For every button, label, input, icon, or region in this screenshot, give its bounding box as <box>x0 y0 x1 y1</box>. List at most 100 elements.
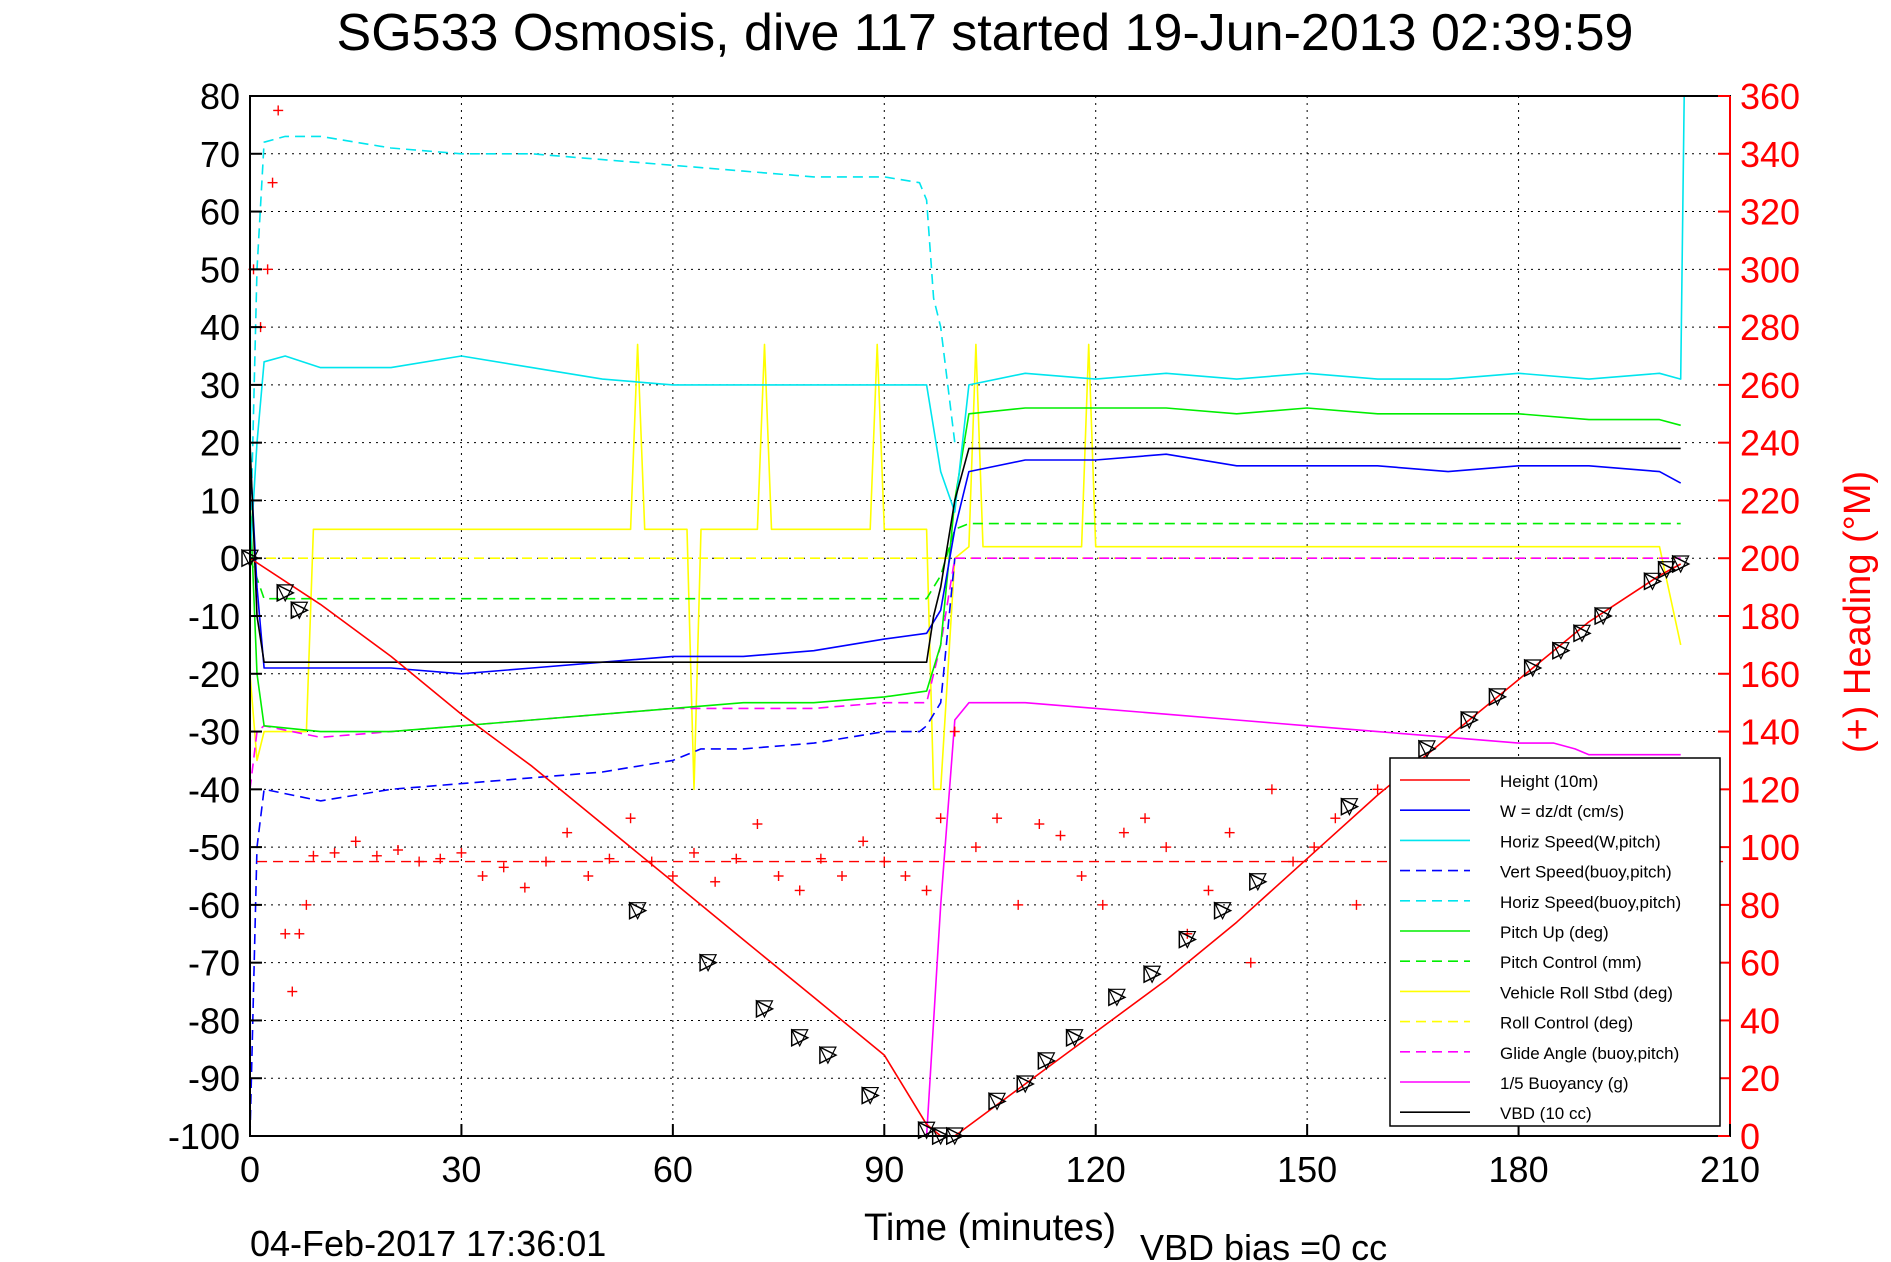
heading-point <box>731 853 742 864</box>
heading-point <box>562 827 573 838</box>
x-tick-label: 30 <box>441 1149 481 1190</box>
legend-label: Roll Control (deg) <box>1500 1014 1633 1033</box>
height-marker <box>1573 624 1592 643</box>
x-tick-label: 60 <box>653 1149 693 1190</box>
height-marker-triangle-down <box>790 1029 809 1048</box>
heading-point <box>1076 871 1087 881</box>
heading-point <box>1288 856 1299 867</box>
height-marker-triangle-right <box>819 1045 838 1065</box>
heading-point <box>900 871 911 881</box>
height-marker-triangle-down <box>1178 930 1197 949</box>
series-line-11 <box>925 701 1681 1137</box>
height-marker-triangle-down <box>1213 902 1232 921</box>
y-tick-label: 40 <box>200 307 240 348</box>
y-tick-label: 50 <box>200 249 240 290</box>
y2-tick-label: 80 <box>1740 885 1780 926</box>
height-marker-triangle-down <box>861 1086 880 1105</box>
y-tick-label: -90 <box>188 1058 240 1099</box>
y2-tick-label: 160 <box>1740 654 1800 695</box>
y2-tick-label: 140 <box>1740 712 1800 753</box>
heading-point <box>773 871 784 881</box>
y2-axis-ticks: 3603403203002802602402202001801601401201… <box>1718 76 1800 1157</box>
height-marker <box>917 1121 937 1140</box>
heading-point <box>625 813 636 824</box>
y-tick-label: -70 <box>188 943 240 984</box>
y-tick-label: 80 <box>200 76 240 117</box>
y-tick-label: -50 <box>188 827 240 868</box>
y2-tick-label: 260 <box>1740 365 1800 406</box>
height-marker-triangle-down <box>1643 572 1662 591</box>
legend: Height (10m) W = dz/dt (cm/s) Horiz Speed(… <box>1389 757 1721 1127</box>
x-axis-ticks: 0 30 60 90 120 150 180 210 <box>240 1124 1760 1190</box>
y2-tick-label: 0 <box>1740 1116 1760 1157</box>
legend-label: Pitch Control (mm) <box>1500 953 1642 972</box>
y2-tick-label: 120 <box>1740 769 1800 810</box>
height-marker-triangle-down <box>1340 798 1359 817</box>
height-marker-triangle-down <box>755 1000 774 1019</box>
legend-label: Vert Speed(buoy,pitch) <box>1500 863 1672 882</box>
heading-point <box>498 862 509 873</box>
y-tick-label: 60 <box>200 192 240 233</box>
height-marker <box>988 1092 1007 1111</box>
height-marker <box>1417 739 1437 759</box>
legend-label: Pitch Up (deg) <box>1500 923 1609 942</box>
height-marker-triangle-down <box>1551 642 1570 661</box>
legend-label: Horiz Speed(buoy,pitch) <box>1500 893 1681 912</box>
heading-point <box>435 853 446 864</box>
series-line-7 <box>249 522 1681 600</box>
x-tick-label: 120 <box>1066 1149 1126 1190</box>
legend-label: VBD (10 cc) <box>1500 1104 1592 1123</box>
height-marker-triangle-down <box>1488 688 1507 707</box>
heading-point <box>583 871 594 881</box>
height-marker <box>818 1045 838 1065</box>
series-line-3 <box>249 95 1685 559</box>
legend-label: Height (10m) <box>1500 772 1598 791</box>
height-marker-triangle-right <box>276 583 295 603</box>
heading-point <box>1055 830 1066 841</box>
height-marker-triangle-down <box>290 601 309 620</box>
y-tick-label: -80 <box>188 1000 240 1041</box>
height-marker <box>1248 872 1268 892</box>
legend-label: W = dz/dt (cm/s) <box>1500 802 1624 821</box>
height-marker <box>755 999 775 1019</box>
height-marker-triangle-down <box>1657 561 1676 580</box>
heading-point <box>456 847 467 858</box>
y2-axis-label: (+) Heading (°M) <box>1837 471 1879 753</box>
height-marker <box>1594 606 1613 626</box>
height-marker <box>1657 560 1677 580</box>
heading-point <box>301 899 312 910</box>
y2-tick-label: 20 <box>1740 1058 1780 1099</box>
y-axis-ticks: 80 70 60 50 40 30 20 10 0 -10 -20 -30 -40 -50 -60 -70 -8… <box>168 76 262 1157</box>
height-marker-triangle-right <box>1643 572 1663 591</box>
heading-point <box>519 882 530 893</box>
height-marker-triangle-down <box>628 902 647 921</box>
height-marker-triangle-down <box>276 584 295 603</box>
heading-point <box>1034 819 1045 829</box>
heading-point <box>1118 827 1129 838</box>
heading-point <box>1330 813 1341 824</box>
height-marker-triangle-down <box>1016 1075 1035 1094</box>
y2-tick-label: 100 <box>1740 827 1800 868</box>
heading-point <box>280 928 291 939</box>
height-marker <box>1107 988 1127 1007</box>
height-marker-triangle-right <box>1594 606 1613 626</box>
height-marker-triangle-right <box>917 1121 937 1140</box>
height-marker-triangle-down <box>1248 873 1267 892</box>
height-marker-triangle-right <box>1037 1051 1057 1071</box>
height-marker-triangle-down <box>1417 740 1436 759</box>
heading-point <box>541 856 551 867</box>
heading-point <box>1013 899 1024 910</box>
heading-point <box>689 847 699 858</box>
y2-tick-label: 360 <box>1740 76 1800 117</box>
series-line-8 <box>249 343 1682 791</box>
height-marker-triangle-down <box>1037 1052 1056 1071</box>
height-marker-triangle-right <box>1108 988 1127 1007</box>
y2-tick-label: 180 <box>1740 596 1800 637</box>
height-marker <box>1340 797 1360 817</box>
height-marker <box>1460 710 1479 730</box>
height-marker <box>790 1028 810 1048</box>
heading-point <box>949 726 960 737</box>
height-marker-triangle-down <box>1523 659 1542 678</box>
heading-point <box>1351 899 1362 910</box>
series-line-4 <box>249 558 956 1137</box>
